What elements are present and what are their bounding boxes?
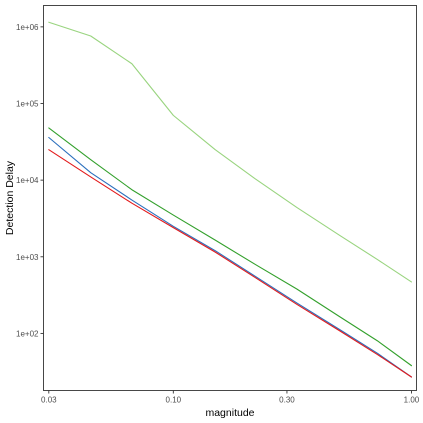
y-tick-label: 1e+02: [16, 329, 39, 338]
y-axis-ticks: 1e+02 1e+03 1e+04 1e+05 1e+06: [16, 23, 44, 338]
y-tick-label: 1e+05: [16, 100, 39, 109]
y-tick-label: 1e+06: [16, 23, 39, 32]
series-line-4: [48, 149, 413, 378]
x-tick-label: 1.00: [404, 396, 420, 405]
y-tick-label: 1e+04: [16, 176, 39, 185]
series-layer: [48, 21, 413, 378]
plot-panel: [43, 5, 417, 391]
series-line-3: [48, 136, 413, 378]
y-tick-label: 1e+03: [16, 253, 39, 262]
x-tick-label: 0.03: [41, 396, 57, 405]
x-axis-title: magnitude: [205, 407, 254, 419]
series-line-1: [48, 21, 413, 283]
x-tick-label: 0.30: [279, 396, 295, 405]
x-axis-ticks: 0.03 0.10 0.30 1.00: [41, 390, 420, 405]
y-axis-title: Detection Delay: [4, 160, 16, 235]
x-tick-label: 0.10: [166, 396, 182, 405]
series-line-2: [48, 127, 413, 367]
